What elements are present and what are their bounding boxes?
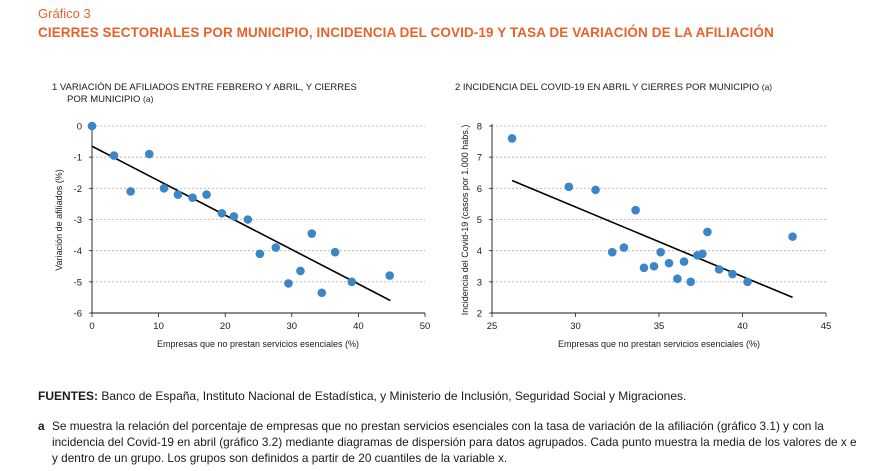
data-point (271, 243, 281, 252)
data-point (296, 266, 305, 276)
data-point (317, 288, 327, 298)
x-tick-label: 30 (287, 321, 298, 332)
chart-1-title-line2-text: POR MUNICIPIO (67, 94, 140, 105)
data-point (673, 274, 682, 284)
chart-1-title-suffix: (a) (143, 94, 154, 104)
y-tick-label: 3 (477, 277, 482, 288)
footnote-text: Se muestra la relación del porcentaje de… (52, 419, 857, 465)
x-tick-label: 40 (353, 321, 364, 332)
y-tick-label: -3 (74, 215, 82, 226)
chart-1-x-axis-label: Empresas que no prestan servicios esenci… (157, 339, 359, 349)
figure-title: CIERRES SECTORIALES POR MUNICIPIO, INCID… (38, 25, 774, 40)
y-tick-label: 2 (477, 309, 482, 320)
chart-1-title-line2: POR MUNICIPIO (a) (67, 94, 154, 105)
y-tick-label: 7 (477, 153, 482, 164)
chart-1-tick-labels: 0 -1 -2 -3 -4 -5 -6 0 10 20 30 40 50 (74, 122, 431, 333)
data-point (788, 232, 797, 241)
data-point (679, 257, 689, 266)
data-point (564, 182, 574, 192)
chart-2-title-suffix: (a) (762, 82, 773, 92)
y-tick-label: -1 (74, 153, 82, 164)
chart-1-points (87, 121, 395, 298)
x-tick-label: 10 (153, 321, 164, 332)
x-tick-label: 20 (220, 321, 231, 332)
x-tick-label: 0 (89, 321, 94, 332)
data-point (664, 258, 674, 268)
chart-1-grid (92, 125, 425, 283)
data-point (87, 121, 97, 131)
data-point (126, 187, 135, 196)
x-tick-label: 45 (821, 321, 832, 332)
chart-2-tick-labels: 8 7 6 5 4 3 2 25 30 35 40 45 (477, 122, 832, 333)
data-point (703, 227, 712, 237)
data-point (243, 215, 253, 224)
y-tick-label: 0 (77, 122, 82, 133)
data-point (698, 249, 707, 259)
data-point (385, 271, 395, 280)
data-point (607, 247, 617, 257)
chart-1-axes (89, 124, 426, 317)
data-point (686, 277, 696, 287)
y-tick-label: 5 (477, 215, 482, 226)
y-tick-label: 4 (477, 246, 482, 257)
chart-2: 2 INCIDENCIA DEL COVID-19 EN ABRIL Y CIE… (455, 82, 831, 349)
data-point (507, 134, 517, 143)
data-point (109, 151, 119, 160)
data-point (202, 190, 211, 199)
data-point (656, 247, 665, 257)
data-point (188, 193, 197, 202)
y-tick-label: 8 (477, 122, 482, 133)
data-point (159, 184, 169, 193)
chart-1-y-axis-label: Variación de afiliados (%) (54, 169, 64, 270)
data-point (631, 205, 640, 215)
data-point (743, 277, 752, 287)
chart-2-grid (492, 125, 826, 283)
data-point (255, 249, 265, 259)
x-tick-label: 40 (737, 321, 748, 332)
y-tick-label: -4 (74, 246, 82, 257)
chart-2-x-axis-label: Empresas que no prestan servicios esenci… (558, 339, 760, 349)
x-tick-label: 50 (420, 321, 431, 332)
x-tick-label: 35 (654, 321, 665, 332)
data-point (728, 269, 737, 279)
x-tick-label: 25 (487, 321, 498, 332)
data-point (619, 243, 629, 252)
data-point (714, 265, 724, 274)
data-point (330, 247, 340, 257)
chart-2-points (507, 134, 797, 287)
chart-2-title: 2 INCIDENCIA DEL COVID-19 EN ABRIL Y CIE… (455, 82, 772, 93)
y-tick-label: -6 (74, 309, 82, 320)
sources: FUENTES: Banco de España, Instituto Naci… (38, 389, 686, 403)
x-tick-label: 30 (570, 321, 581, 332)
data-point (649, 261, 659, 271)
data-point (639, 263, 649, 273)
chart-1-trend (91, 145, 391, 302)
data-point (284, 279, 293, 288)
footnote: a Se muestra la relación del porcentaje … (38, 418, 860, 466)
chart-2-axes (489, 124, 827, 317)
charts-canvas: 1 VARIACIÓN DE AFILIADOS ENTRE FEBRERO Y… (52, 82, 831, 349)
trend-line (91, 145, 391, 302)
chart-1-title-line1: 1 VARIACIÓN DE AFILIADOS ENTRE FEBRERO Y… (52, 82, 357, 93)
data-point (591, 185, 600, 195)
y-tick-label: -2 (74, 184, 82, 195)
y-tick-label: -5 (74, 277, 82, 288)
chart-1: 1 VARIACIÓN DE AFILIADOS ENTRE FEBRERO Y… (52, 82, 430, 349)
chart-2-y-axis-label: Incidencia del Covid-19 (casos por 1.000… (460, 125, 470, 316)
data-point (347, 277, 357, 287)
data-point (307, 229, 317, 238)
footnote-letter: a (38, 419, 45, 433)
data-point (144, 149, 154, 159)
sources-text: Banco de España, Instituto Nacional de E… (101, 389, 687, 403)
chart-2-title-text: 2 INCIDENCIA DEL COVID-19 EN ABRIL Y CIE… (455, 82, 759, 93)
data-point (217, 208, 227, 218)
y-tick-label: 6 (477, 184, 482, 195)
data-point (173, 190, 183, 199)
data-point (229, 212, 239, 221)
figure-kicker: Gráfico 3 (38, 6, 91, 21)
sources-label: FUENTES: (38, 389, 98, 403)
